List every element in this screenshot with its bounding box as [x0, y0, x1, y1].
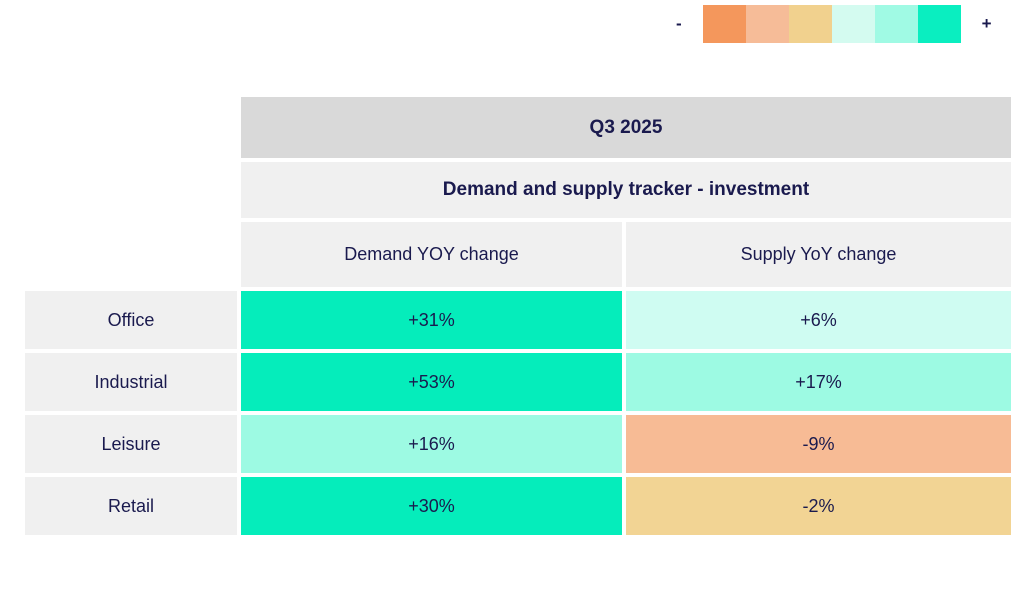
row-label-retail: Retail [25, 477, 237, 535]
row-label-industrial: Industrial [25, 353, 237, 411]
cell-office-supply: +6% [626, 291, 1011, 349]
legend-color-swatch-1 [702, 5, 746, 43]
table-subtitle: Demand and supply tracker - investment [241, 162, 1011, 218]
cell-office-demand: +31% [241, 291, 622, 349]
legend-plus-label: + [981, 14, 992, 33]
legend-color-swatch-5 [874, 5, 918, 43]
column-header-supply: Supply YoY change [626, 222, 1011, 287]
cell-industrial-demand: +53% [241, 353, 622, 411]
period-header: Q3 2025 [241, 97, 1011, 158]
legend-color-swatch-2 [745, 5, 789, 43]
legend-color-swatch-4 [831, 5, 875, 43]
legend-swatches [702, 5, 961, 43]
legend-color-swatch-6 [917, 5, 961, 43]
cell-industrial-supply: +17% [626, 353, 1011, 411]
legend-color-swatch-3 [788, 5, 832, 43]
column-header-demand: Demand YOY change [241, 222, 622, 287]
row-label-office: Office [25, 291, 237, 349]
legend-minus-label: - [676, 14, 682, 33]
color-legend: - + [676, 5, 992, 43]
demand-supply-table: Q3 2025 Demand and supply tracker - inve… [25, 97, 1011, 535]
cell-leisure-demand: +16% [241, 415, 622, 473]
cell-retail-supply: -2% [626, 477, 1011, 535]
cell-retail-demand: +30% [241, 477, 622, 535]
cell-leisure-supply: -9% [626, 415, 1011, 473]
row-label-leisure: Leisure [25, 415, 237, 473]
